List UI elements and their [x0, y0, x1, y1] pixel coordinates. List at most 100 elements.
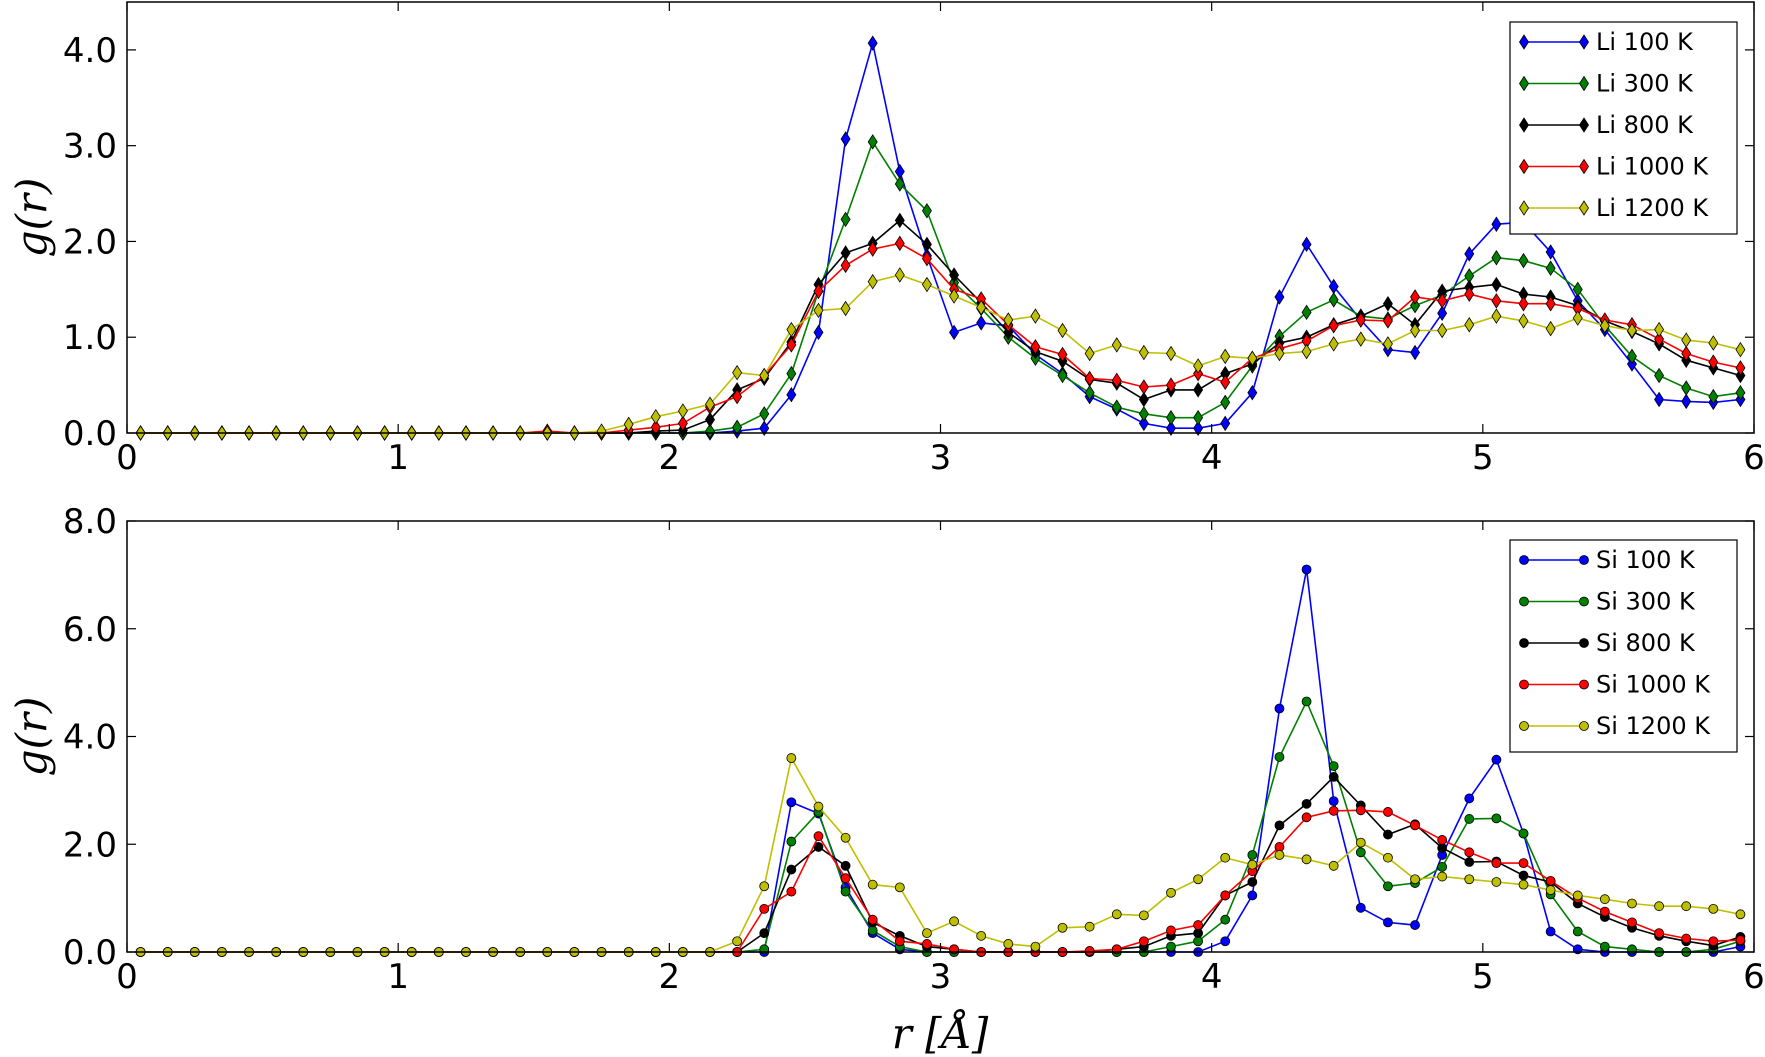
data-point — [1355, 331, 1366, 347]
data-point — [1491, 877, 1502, 887]
data-point — [786, 365, 797, 382]
si-series-1 — [135, 696, 1746, 957]
data-point — [786, 886, 797, 897]
data-point — [1599, 906, 1610, 917]
data-point — [1491, 249, 1502, 266]
data-point — [596, 423, 607, 439]
data-point — [1518, 879, 1529, 890]
data-point — [1654, 928, 1664, 939]
data-point — [1274, 850, 1285, 860]
y-tick-label: 4.0 — [63, 718, 117, 758]
data-point — [1599, 941, 1610, 952]
data-point — [677, 415, 688, 432]
data-point — [1057, 346, 1068, 363]
data-point — [949, 324, 960, 341]
data-point — [1518, 313, 1529, 329]
data-point — [1545, 885, 1556, 895]
legend-marker — [1579, 638, 1589, 648]
x-tick-label: 0 — [116, 957, 138, 997]
data-point — [1247, 877, 1258, 887]
data-point — [1654, 321, 1665, 338]
data-point — [1383, 881, 1393, 892]
li-series-line — [140, 274, 1741, 434]
x-tick-label: 6 — [1743, 438, 1765, 478]
data-point — [786, 797, 797, 808]
legend-label: Li 100 K — [1596, 28, 1694, 56]
data-point — [623, 416, 634, 433]
legend-marker — [1579, 117, 1589, 133]
data-point — [1518, 870, 1529, 881]
data-point — [813, 801, 824, 812]
legend-marker — [1579, 721, 1589, 731]
data-point — [1681, 380, 1692, 396]
legend-marker — [1579, 596, 1589, 607]
legend-marker — [1579, 34, 1589, 50]
data-point — [1328, 805, 1339, 816]
data-point — [1138, 344, 1149, 361]
data-point — [1572, 926, 1583, 937]
data-point — [786, 321, 797, 338]
data-point — [1111, 372, 1122, 389]
data-point — [1355, 902, 1366, 913]
data-point — [1328, 336, 1339, 352]
data-point — [1708, 388, 1719, 405]
data-point — [759, 367, 770, 384]
data-point — [1030, 941, 1041, 952]
li-y-axis-label: g(r) — [7, 178, 56, 258]
data-point — [1626, 322, 1637, 339]
data-point — [1382, 336, 1393, 352]
data-point — [650, 408, 661, 425]
legend-box — [1509, 21, 1738, 235]
legend-marker — [1519, 638, 1529, 648]
data-point — [1138, 415, 1149, 432]
data-point — [1030, 308, 1041, 324]
legend-label: Li 300 K — [1596, 70, 1694, 98]
data-point — [1464, 857, 1475, 867]
data-point — [1410, 344, 1421, 361]
data-point — [1464, 317, 1475, 333]
data-point — [1247, 859, 1258, 870]
x-tick-label: 3 — [930, 438, 952, 478]
data-point — [1328, 796, 1339, 807]
data-point — [1681, 332, 1692, 348]
data-point — [1328, 292, 1339, 308]
legend-label: Si 300 K — [1596, 588, 1696, 616]
data-point — [1193, 409, 1204, 426]
data-point — [1545, 926, 1556, 937]
data-point — [1518, 858, 1529, 869]
data-point — [1735, 360, 1746, 376]
y-tick-label: 3.0 — [63, 127, 117, 167]
data-point — [1220, 415, 1231, 432]
data-point — [1220, 852, 1231, 863]
data-point — [1328, 317, 1339, 334]
data-point — [922, 939, 932, 949]
data-point — [1464, 246, 1475, 262]
data-point — [1220, 914, 1231, 925]
data-point — [1328, 772, 1339, 782]
si-rdf-panel: 0 1 2 3 4 5 6 0.0 2.0 4.0 6.0 8.0 g(r) Si 100 K Si 300… — [7, 502, 1765, 997]
data-point — [840, 873, 851, 884]
data-point — [1301, 696, 1312, 707]
legend-label: Si 100 K — [1596, 546, 1696, 574]
data-point — [732, 364, 743, 381]
data-point — [1545, 875, 1556, 886]
data-point — [1138, 379, 1149, 395]
data-point — [1708, 354, 1719, 370]
data-point — [1220, 374, 1231, 390]
data-point — [840, 860, 851, 871]
legend-label: Li 1200 K — [1596, 194, 1709, 222]
data-point — [1599, 894, 1610, 905]
data-point — [786, 386, 797, 403]
data-point — [1111, 337, 1122, 353]
data-point — [894, 235, 905, 252]
data-point — [894, 267, 905, 283]
data-point — [705, 423, 715, 439]
y-tick-label: 2.0 — [63, 825, 117, 865]
data-point — [813, 324, 824, 341]
legend-marker — [1579, 555, 1589, 565]
data-point — [1735, 341, 1746, 358]
data-point — [1437, 322, 1448, 339]
data-point — [867, 925, 878, 936]
data-point — [976, 299, 987, 316]
